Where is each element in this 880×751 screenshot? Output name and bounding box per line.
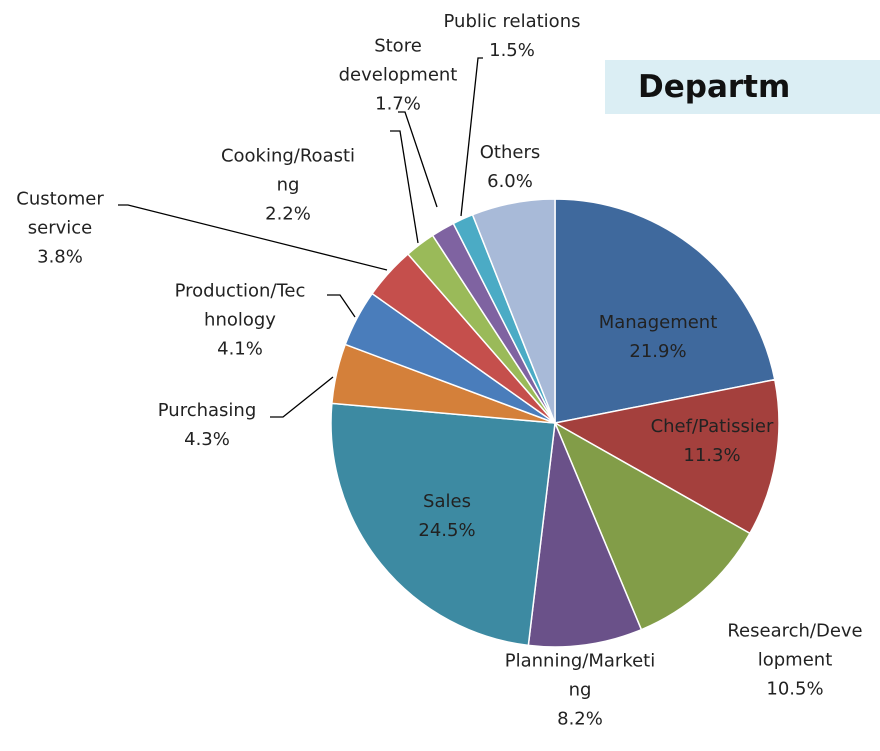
category-label: Research/Development — [727, 620, 863, 671]
slice-label: Cooking/Roasting 2.2% — [218, 142, 358, 229]
slice-label: Management 21.9% — [573, 308, 743, 366]
value-label: 6.0% — [487, 171, 533, 192]
category-label: Management — [598, 312, 718, 333]
slice-label: Store development 1.7% — [338, 32, 458, 119]
pie-slice — [552, 378, 780, 535]
slice-label: Purchasing 4.3% — [137, 396, 277, 454]
category-label: Public relations — [443, 11, 581, 32]
value-label: 21.9% — [629, 341, 687, 362]
pie-slice — [471, 198, 556, 424]
value-label: 8.2% — [557, 708, 603, 730]
category-label: Production/Technology — [174, 280, 306, 331]
value-label: 10.5% — [766, 678, 824, 700]
category-label: Planning/Marketing — [504, 650, 656, 701]
slice-label: Chef/Patissier 11.3% — [632, 412, 792, 470]
value-label: 4.3% — [184, 429, 230, 450]
value-label: 1.7% — [375, 93, 421, 115]
value-label: 1.5% — [489, 40, 535, 61]
category-label: Cooking/Roasting — [220, 145, 356, 196]
pie-slice — [554, 198, 776, 424]
leader-line — [390, 130, 419, 244]
category-label: Purchasing — [157, 400, 257, 421]
category-label: Sales — [423, 491, 471, 512]
leader-line — [460, 57, 483, 217]
category-label: Others — [479, 142, 541, 163]
leader-line — [270, 376, 334, 418]
title-box: Departm — [605, 60, 880, 114]
category-label: Chef/Patissier — [650, 416, 774, 437]
value-label: 2.2% — [265, 203, 311, 225]
value-label: 4.1% — [217, 338, 263, 360]
slice-label: Customer service 3.8% — [4, 185, 116, 272]
leader-line — [118, 204, 388, 271]
slice-label: Others 6.0% — [460, 138, 560, 196]
leader-line — [327, 294, 356, 318]
category-label: Customer service — [16, 188, 104, 239]
slice-label: Public relations 1.5% — [422, 7, 602, 65]
slice-label: Sales 24.5% — [387, 487, 507, 545]
category-label: Store development — [338, 35, 458, 86]
pie-slice — [527, 420, 643, 648]
value-label: 3.8% — [37, 246, 83, 268]
pie-slice — [553, 421, 751, 631]
value-label: 24.5% — [418, 520, 476, 541]
slice-label: Planning/Marketing 8.2% — [500, 647, 660, 734]
slice-label: Research/Development 10.5% — [725, 617, 865, 704]
leader-line — [398, 111, 438, 208]
pie-slice — [330, 402, 556, 647]
value-label: 11.3% — [683, 445, 741, 466]
slice-label: Production/Technology 4.1% — [170, 277, 310, 364]
chart-title: Departm — [638, 69, 791, 105]
